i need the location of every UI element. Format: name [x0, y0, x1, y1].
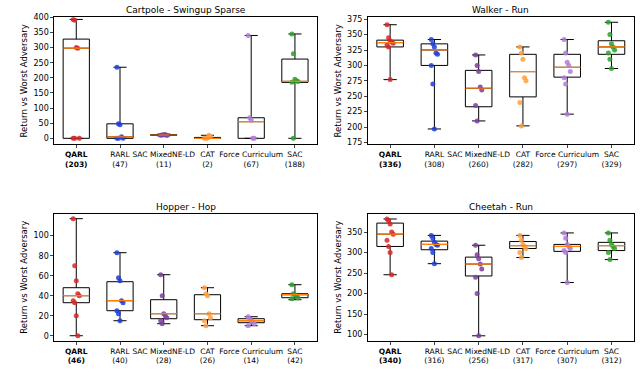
svg-text:QARL(336): QARL(336): [379, 150, 402, 169]
svg-text:Hopper - Hop: Hopper - Hop: [156, 202, 216, 212]
svg-text:200: 200: [347, 123, 362, 132]
svg-text:Return vs Worst Adversary: Return vs Worst Adversary: [19, 221, 29, 334]
svg-text:Return vs Worst Adversary: Return vs Worst Adversary: [19, 24, 29, 137]
svg-text:SAC(188): SAC(188): [285, 150, 305, 169]
svg-text:SAC(42): SAC(42): [287, 347, 302, 366]
svg-text:SAC(312): SAC(312): [601, 347, 621, 366]
svg-text:SAC(329): SAC(329): [601, 150, 621, 169]
svg-text:325: 325: [347, 46, 362, 55]
svg-text:CAT(2): CAT(2): [200, 150, 215, 169]
svg-text:SAC MixedNE-LD(260): SAC MixedNE-LD(260): [447, 150, 510, 169]
svg-text:Force Curriculum(14): Force Curriculum(14): [219, 347, 283, 366]
svg-text:100: 100: [34, 231, 49, 240]
svg-text:60: 60: [39, 271, 49, 280]
svg-text:Cartpole - Swingup Sparse: Cartpole - Swingup Sparse: [126, 5, 246, 15]
svg-text:Cheetah - Run: Cheetah - Run: [469, 202, 533, 212]
svg-text:250: 250: [34, 58, 49, 67]
svg-text:100: 100: [347, 330, 362, 339]
svg-text:CAT(26): CAT(26): [200, 347, 215, 366]
svg-text:150: 150: [347, 310, 362, 319]
svg-text:RARL(316): RARL(316): [424, 347, 445, 366]
svg-text:CAT(317): CAT(317): [513, 347, 533, 366]
svg-text:QARL(340): QARL(340): [379, 347, 402, 366]
svg-text:100: 100: [34, 104, 49, 113]
svg-text:20: 20: [39, 312, 49, 321]
svg-text:50: 50: [39, 119, 49, 128]
svg-text:150: 150: [34, 89, 49, 98]
svg-text:SAC MixedNE-LD(11): SAC MixedNE-LD(11): [132, 150, 195, 169]
svg-text:200: 200: [34, 74, 49, 83]
svg-text:0: 0: [44, 134, 49, 143]
svg-text:Force Curriculum(307): Force Curriculum(307): [535, 347, 599, 366]
svg-text:RARL(40): RARL(40): [110, 347, 130, 366]
svg-text:CAT(282): CAT(282): [513, 150, 533, 169]
svg-text:Force Curriculum(67): Force Curriculum(67): [219, 150, 283, 169]
svg-text:200: 200: [347, 289, 362, 298]
svg-text:300: 300: [347, 248, 362, 257]
svg-text:175: 175: [347, 138, 362, 147]
svg-text:250: 250: [347, 92, 362, 101]
svg-text:Return vs Worst Adversary: Return vs Worst Adversary: [333, 24, 343, 137]
svg-text:QARL(203): QARL(203): [65, 150, 88, 169]
svg-text:375: 375: [347, 15, 362, 24]
svg-text:SAC MixedNE-LD(28): SAC MixedNE-LD(28): [132, 347, 195, 366]
svg-text:Force Curriculum(297): Force Curriculum(297): [535, 150, 599, 169]
svg-text:80: 80: [39, 251, 49, 260]
svg-text:350: 350: [34, 28, 49, 37]
svg-text:RARL(308): RARL(308): [424, 150, 445, 169]
svg-text:350: 350: [347, 30, 362, 39]
svg-text:275: 275: [347, 77, 362, 86]
svg-text:225: 225: [347, 107, 362, 116]
svg-text:300: 300: [347, 61, 362, 70]
svg-text:Walker - Run: Walker - Run: [472, 5, 529, 15]
svg-text:300: 300: [34, 43, 49, 52]
svg-text:350: 350: [347, 228, 362, 237]
svg-text:SAC MixedNE-LD(256): SAC MixedNE-LD(256): [447, 347, 510, 366]
svg-text:40: 40: [39, 292, 49, 301]
svg-text:QARL(46): QARL(46): [65, 347, 88, 366]
svg-text:RARL(47): RARL(47): [110, 150, 130, 169]
svg-text:0: 0: [44, 332, 49, 341]
svg-text:Return vs Worst Adversary: Return vs Worst Adversary: [333, 221, 343, 334]
svg-text:400: 400: [34, 13, 49, 22]
svg-text:250: 250: [347, 269, 362, 278]
